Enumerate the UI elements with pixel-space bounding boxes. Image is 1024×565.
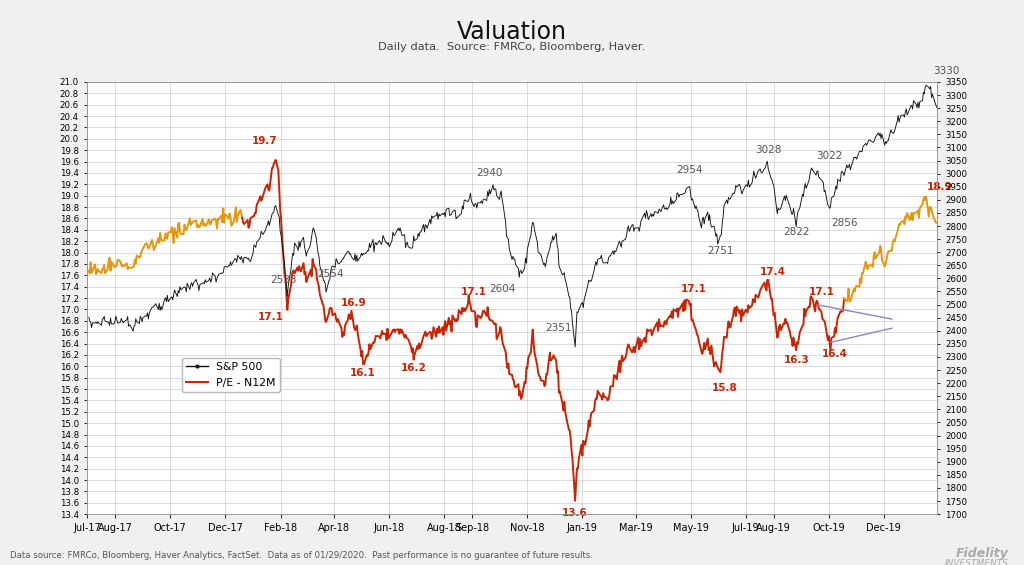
Text: Valuation: Valuation (457, 20, 567, 44)
Text: 2751: 2751 (708, 246, 733, 255)
Text: 17.1: 17.1 (681, 284, 707, 294)
Text: 3330: 3330 (933, 66, 959, 76)
Text: 17.1: 17.1 (461, 286, 486, 297)
Text: 18.9: 18.9 (927, 182, 953, 192)
Text: 15.8: 15.8 (712, 383, 737, 393)
Text: Fidelity: Fidelity (955, 547, 1009, 560)
Text: INVESTMENTS: INVESTMENTS (944, 559, 1009, 565)
Text: 2554: 2554 (317, 270, 344, 279)
Text: 2533: 2533 (270, 275, 296, 285)
Text: 2351: 2351 (545, 323, 571, 333)
Text: 16.4: 16.4 (821, 349, 848, 359)
Text: 16.1: 16.1 (350, 368, 376, 379)
Text: 16.2: 16.2 (400, 363, 427, 373)
Text: 2822: 2822 (783, 227, 809, 237)
Text: 16.3: 16.3 (783, 355, 809, 365)
Text: 3028: 3028 (755, 145, 781, 155)
Text: 2856: 2856 (831, 218, 858, 228)
Text: 2940: 2940 (476, 168, 503, 178)
Text: Data source: FMRCo, Bloomberg, Haver Analytics, FactSet.  Data as of 01/29/2020.: Data source: FMRCo, Bloomberg, Haver Ana… (10, 551, 593, 560)
Text: Daily data.  Source: FMRCo, Bloomberg, Haver.: Daily data. Source: FMRCo, Bloomberg, Ha… (379, 42, 645, 53)
Text: 19.7: 19.7 (252, 136, 278, 146)
Text: 17.1: 17.1 (258, 311, 284, 321)
Text: 3022: 3022 (816, 151, 842, 161)
Text: 13.6: 13.6 (562, 508, 588, 518)
Text: 2954: 2954 (677, 164, 703, 175)
Legend: S&P 500, P/E - N12M: S&P 500, P/E - N12M (181, 358, 281, 392)
Text: 17.1: 17.1 (809, 286, 835, 297)
Text: 16.9: 16.9 (341, 298, 367, 308)
Text: 17.4: 17.4 (760, 267, 785, 277)
Text: 2604: 2604 (489, 284, 516, 294)
